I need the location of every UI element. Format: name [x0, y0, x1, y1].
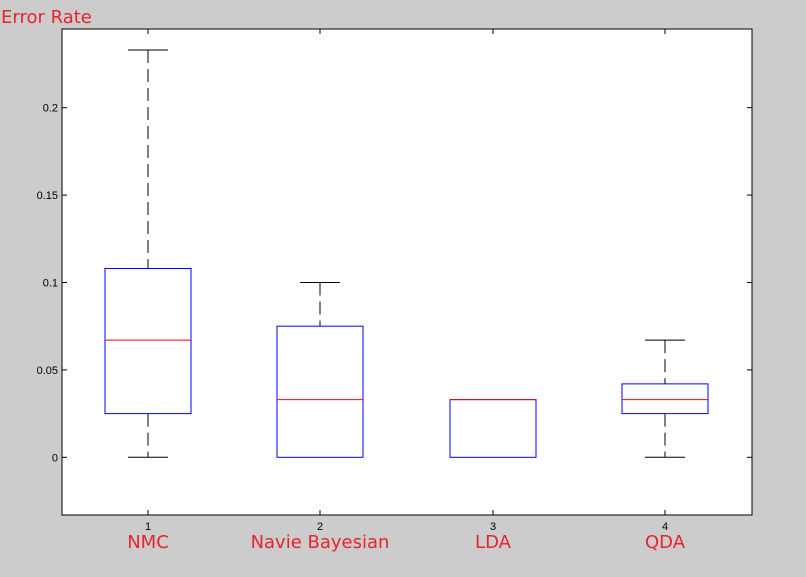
- y-tick-label: 0.1: [43, 277, 58, 289]
- y-tick-label: 0.15: [37, 190, 58, 202]
- error-rate-annotation: Error Rate: [1, 7, 92, 28]
- x-axis: 1 2 3 4: [145, 29, 668, 533]
- box-iqr: [104, 268, 192, 415]
- category-annotation: NMC: [127, 532, 169, 553]
- box-iqr: [621, 383, 709, 415]
- y-tick-label: 0.2: [43, 103, 58, 115]
- category-annotation: Navie Bayesian: [250, 532, 390, 553]
- box-iqr: [276, 325, 364, 458]
- plot-area: [61, 28, 753, 516]
- category-annotation: LDA: [475, 532, 511, 553]
- y-axis: 0 0.05 0.1 0.15 0.2: [37, 103, 752, 464]
- y-tick-label: 0: [52, 452, 58, 464]
- x-tick-label: 1: [145, 521, 151, 533]
- x-tick-label: 4: [662, 521, 668, 533]
- x-tick-label: 2: [317, 521, 323, 533]
- x-tick-label: 3: [490, 521, 496, 533]
- boxes: [104, 49, 709, 458]
- y-tick-label: 0.05: [37, 365, 58, 377]
- category-annotation: QDA: [644, 532, 686, 553]
